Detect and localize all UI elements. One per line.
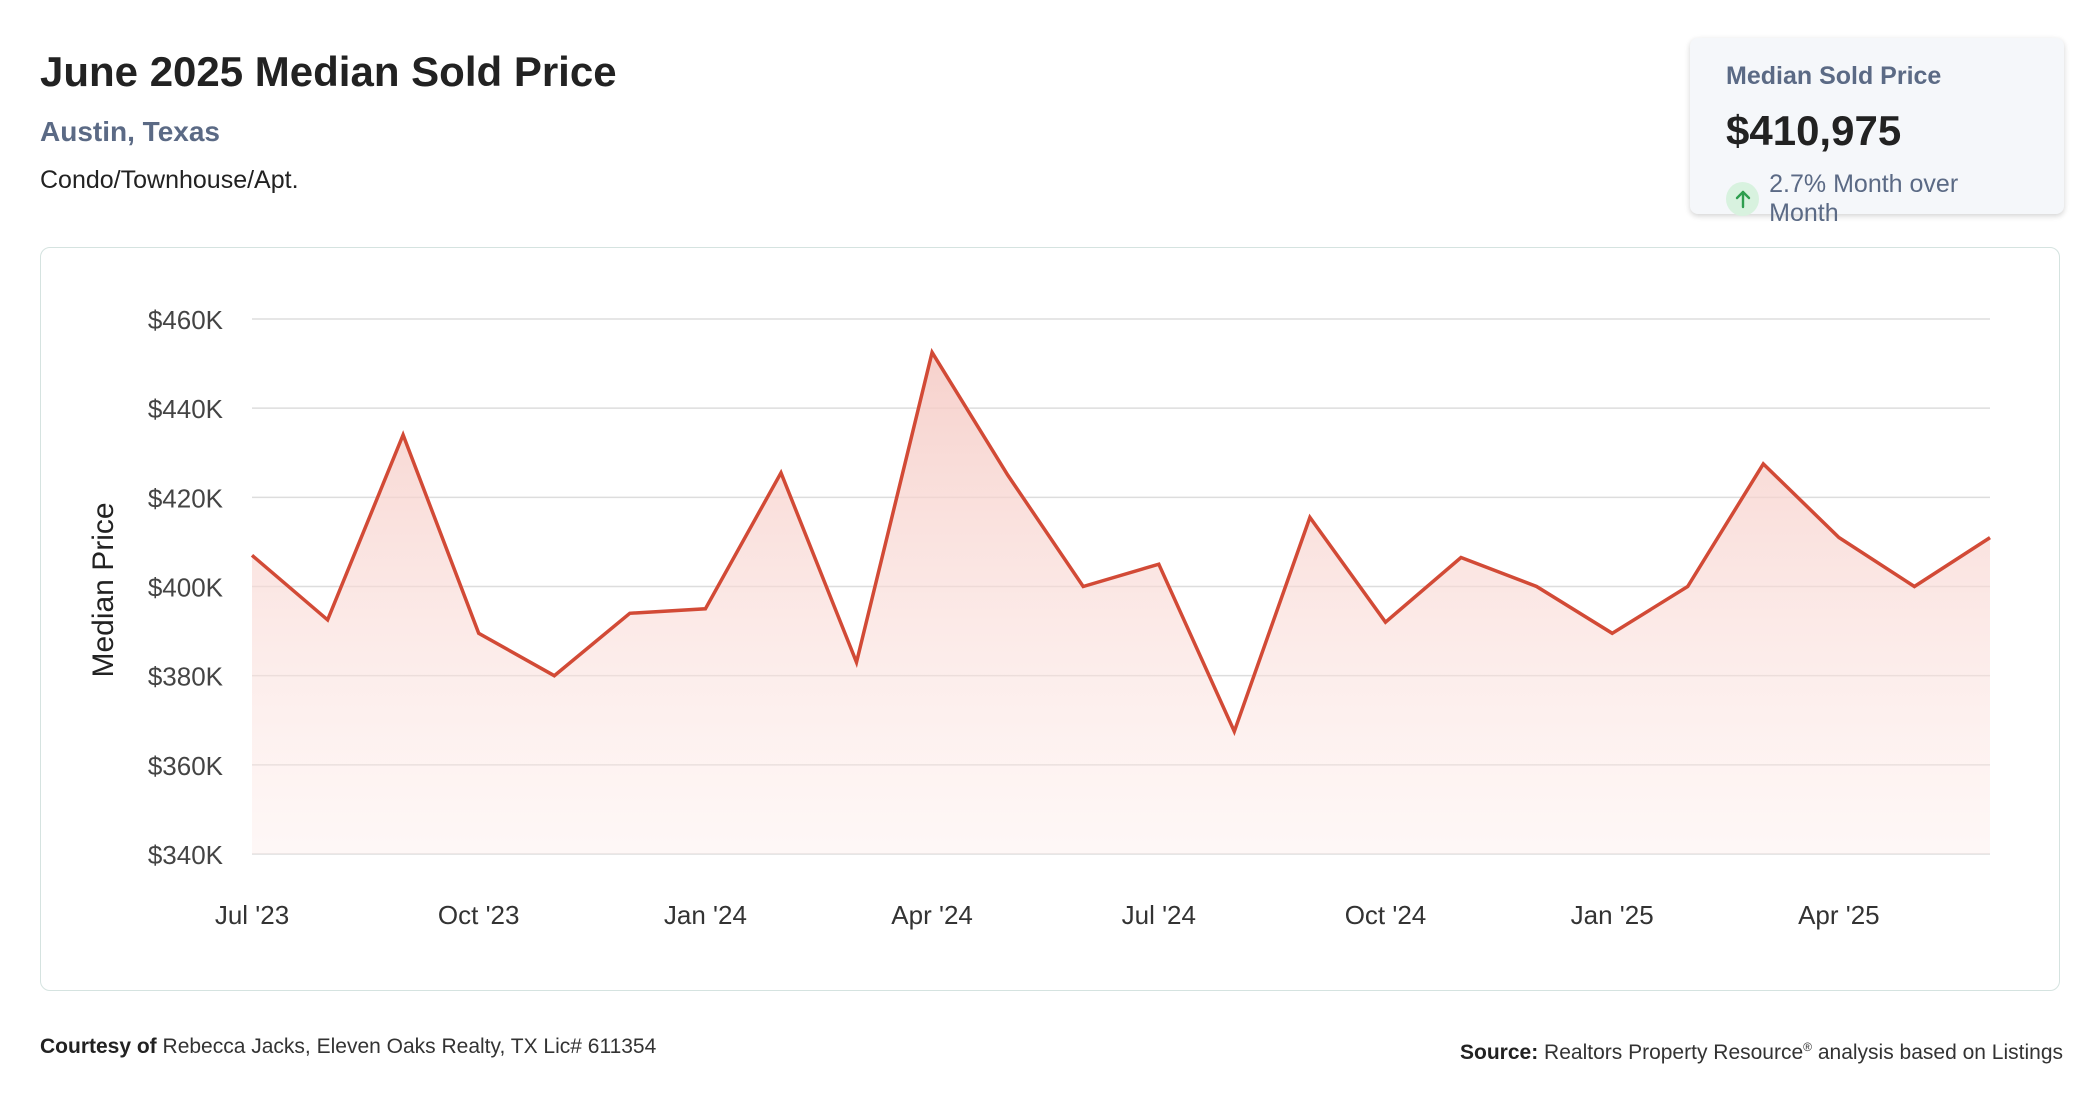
- source-label: Source:: [1460, 1041, 1539, 1064]
- data-point: [1988, 536, 1992, 540]
- y-axis-label: Median Price: [87, 502, 120, 677]
- data-point: [1610, 631, 1614, 635]
- stat-change-text: 2.7% Month over Month: [1769, 170, 1959, 227]
- x-tick-label: Oct '23: [438, 900, 520, 930]
- y-tick-label: $340K: [148, 840, 224, 870]
- y-tick-label: $400K: [148, 573, 224, 603]
- data-point: [250, 553, 254, 557]
- data-point: [1761, 462, 1765, 466]
- y-tick-label: $360K: [148, 751, 224, 781]
- data-point: [930, 350, 934, 354]
- data-point: [552, 674, 556, 678]
- data-point: [1383, 620, 1387, 624]
- data-point: [401, 433, 405, 437]
- courtesy-text: Rebecca Jacks, Eleven Oaks Realty, TX Li…: [162, 1035, 657, 1058]
- y-tick-label: $440K: [148, 394, 224, 424]
- stat-value: $410,975: [1726, 107, 1902, 154]
- data-point: [1686, 585, 1690, 589]
- source-text-suffix: analysis based on Listings: [1817, 1041, 2063, 1064]
- stat-label: Median Sold Price: [1726, 62, 1942, 90]
- data-point: [326, 618, 330, 622]
- y-tick-label: $460K: [148, 305, 224, 335]
- source-text: Realtors Property Resource: [1544, 1041, 1804, 1064]
- x-tick-label: Apr '24: [891, 900, 973, 930]
- y-tick-label: $380K: [148, 662, 224, 692]
- data-point: [1535, 585, 1539, 589]
- x-tick-label: Jul '24: [1122, 900, 1196, 930]
- chart-container: $340K $360K $380K $400K $420K $440K $460K Jul …: [40, 247, 2060, 991]
- x-tick-label: Jul '23: [215, 900, 289, 930]
- stat-change: 2.7% Month over Month: [1726, 170, 2028, 228]
- arrow-up-icon: [1726, 182, 1760, 216]
- data-point: [477, 631, 481, 635]
- x-tick-label: Jan '24: [664, 900, 747, 930]
- data-point: [1459, 556, 1463, 560]
- header: June 2025 Median Sold Price Austin, Texa…: [40, 44, 617, 196]
- courtesy-footer: Courtesy of Rebecca Jacks, Eleven Oaks R…: [40, 1033, 656, 1061]
- data-point: [1081, 585, 1085, 589]
- data-point: [1912, 585, 1916, 589]
- y-tick-label: $420K: [148, 483, 224, 513]
- price-series-line: [250, 347, 1991, 737]
- data-point: [779, 471, 783, 475]
- page-title: June 2025 Median Sold Price: [40, 48, 617, 95]
- x-tick-label: Apr '25: [1798, 900, 1880, 930]
- courtesy-label: Courtesy of: [40, 1035, 157, 1058]
- data-point: [628, 611, 632, 615]
- data-point: [703, 607, 707, 611]
- data-point: [1157, 562, 1161, 566]
- median-price-card: Median Sold Price $410,975 2.7% Month ov…: [1690, 38, 2064, 227]
- price-area-fill: [252, 352, 1990, 854]
- data-point: [1308, 515, 1312, 519]
- data-point: [1006, 473, 1010, 477]
- registered-mark: ®: [1803, 1040, 1812, 1054]
- median-price-chart: $340K $360K $380K $400K $420K $440K $460K Jul …: [87, 305, 1992, 930]
- property-type-label: Condo/Townhouse/Apt.: [40, 166, 299, 194]
- data-point: [1232, 729, 1236, 733]
- location-label: Austin, Texas: [40, 116, 220, 147]
- x-tick-label: Jan '25: [1571, 900, 1654, 930]
- source-footer: Source: Realtors Property Resource® anal…: [1460, 1033, 2063, 1067]
- x-tick-label: Oct '24: [1345, 900, 1427, 930]
- data-point: [1837, 535, 1841, 539]
- data-point: [855, 660, 859, 664]
